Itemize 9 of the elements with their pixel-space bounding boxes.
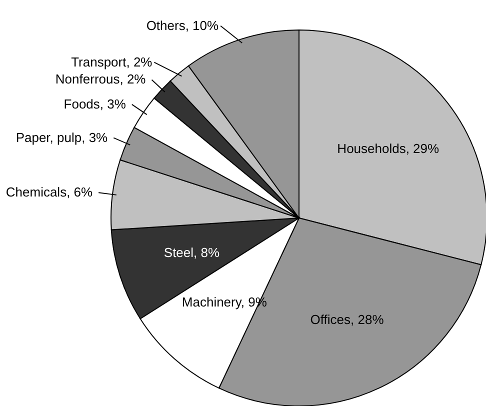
slice-label: Chemicals, 6% [6, 184, 94, 200]
slice-label: Households, 29% [337, 140, 440, 156]
slice-label: Nonferrous, 2% [55, 72, 146, 87]
slice-label: Offices, 28% [310, 312, 384, 328]
slice-label: Steel, 8% [164, 244, 220, 260]
slice-label: Foods, 3% [64, 96, 126, 112]
slice-label: Transport, 2% [71, 54, 153, 70]
slice-label: Paper, pulp, 3% [16, 130, 108, 145]
slice-label: Others, 10% [146, 18, 220, 33]
